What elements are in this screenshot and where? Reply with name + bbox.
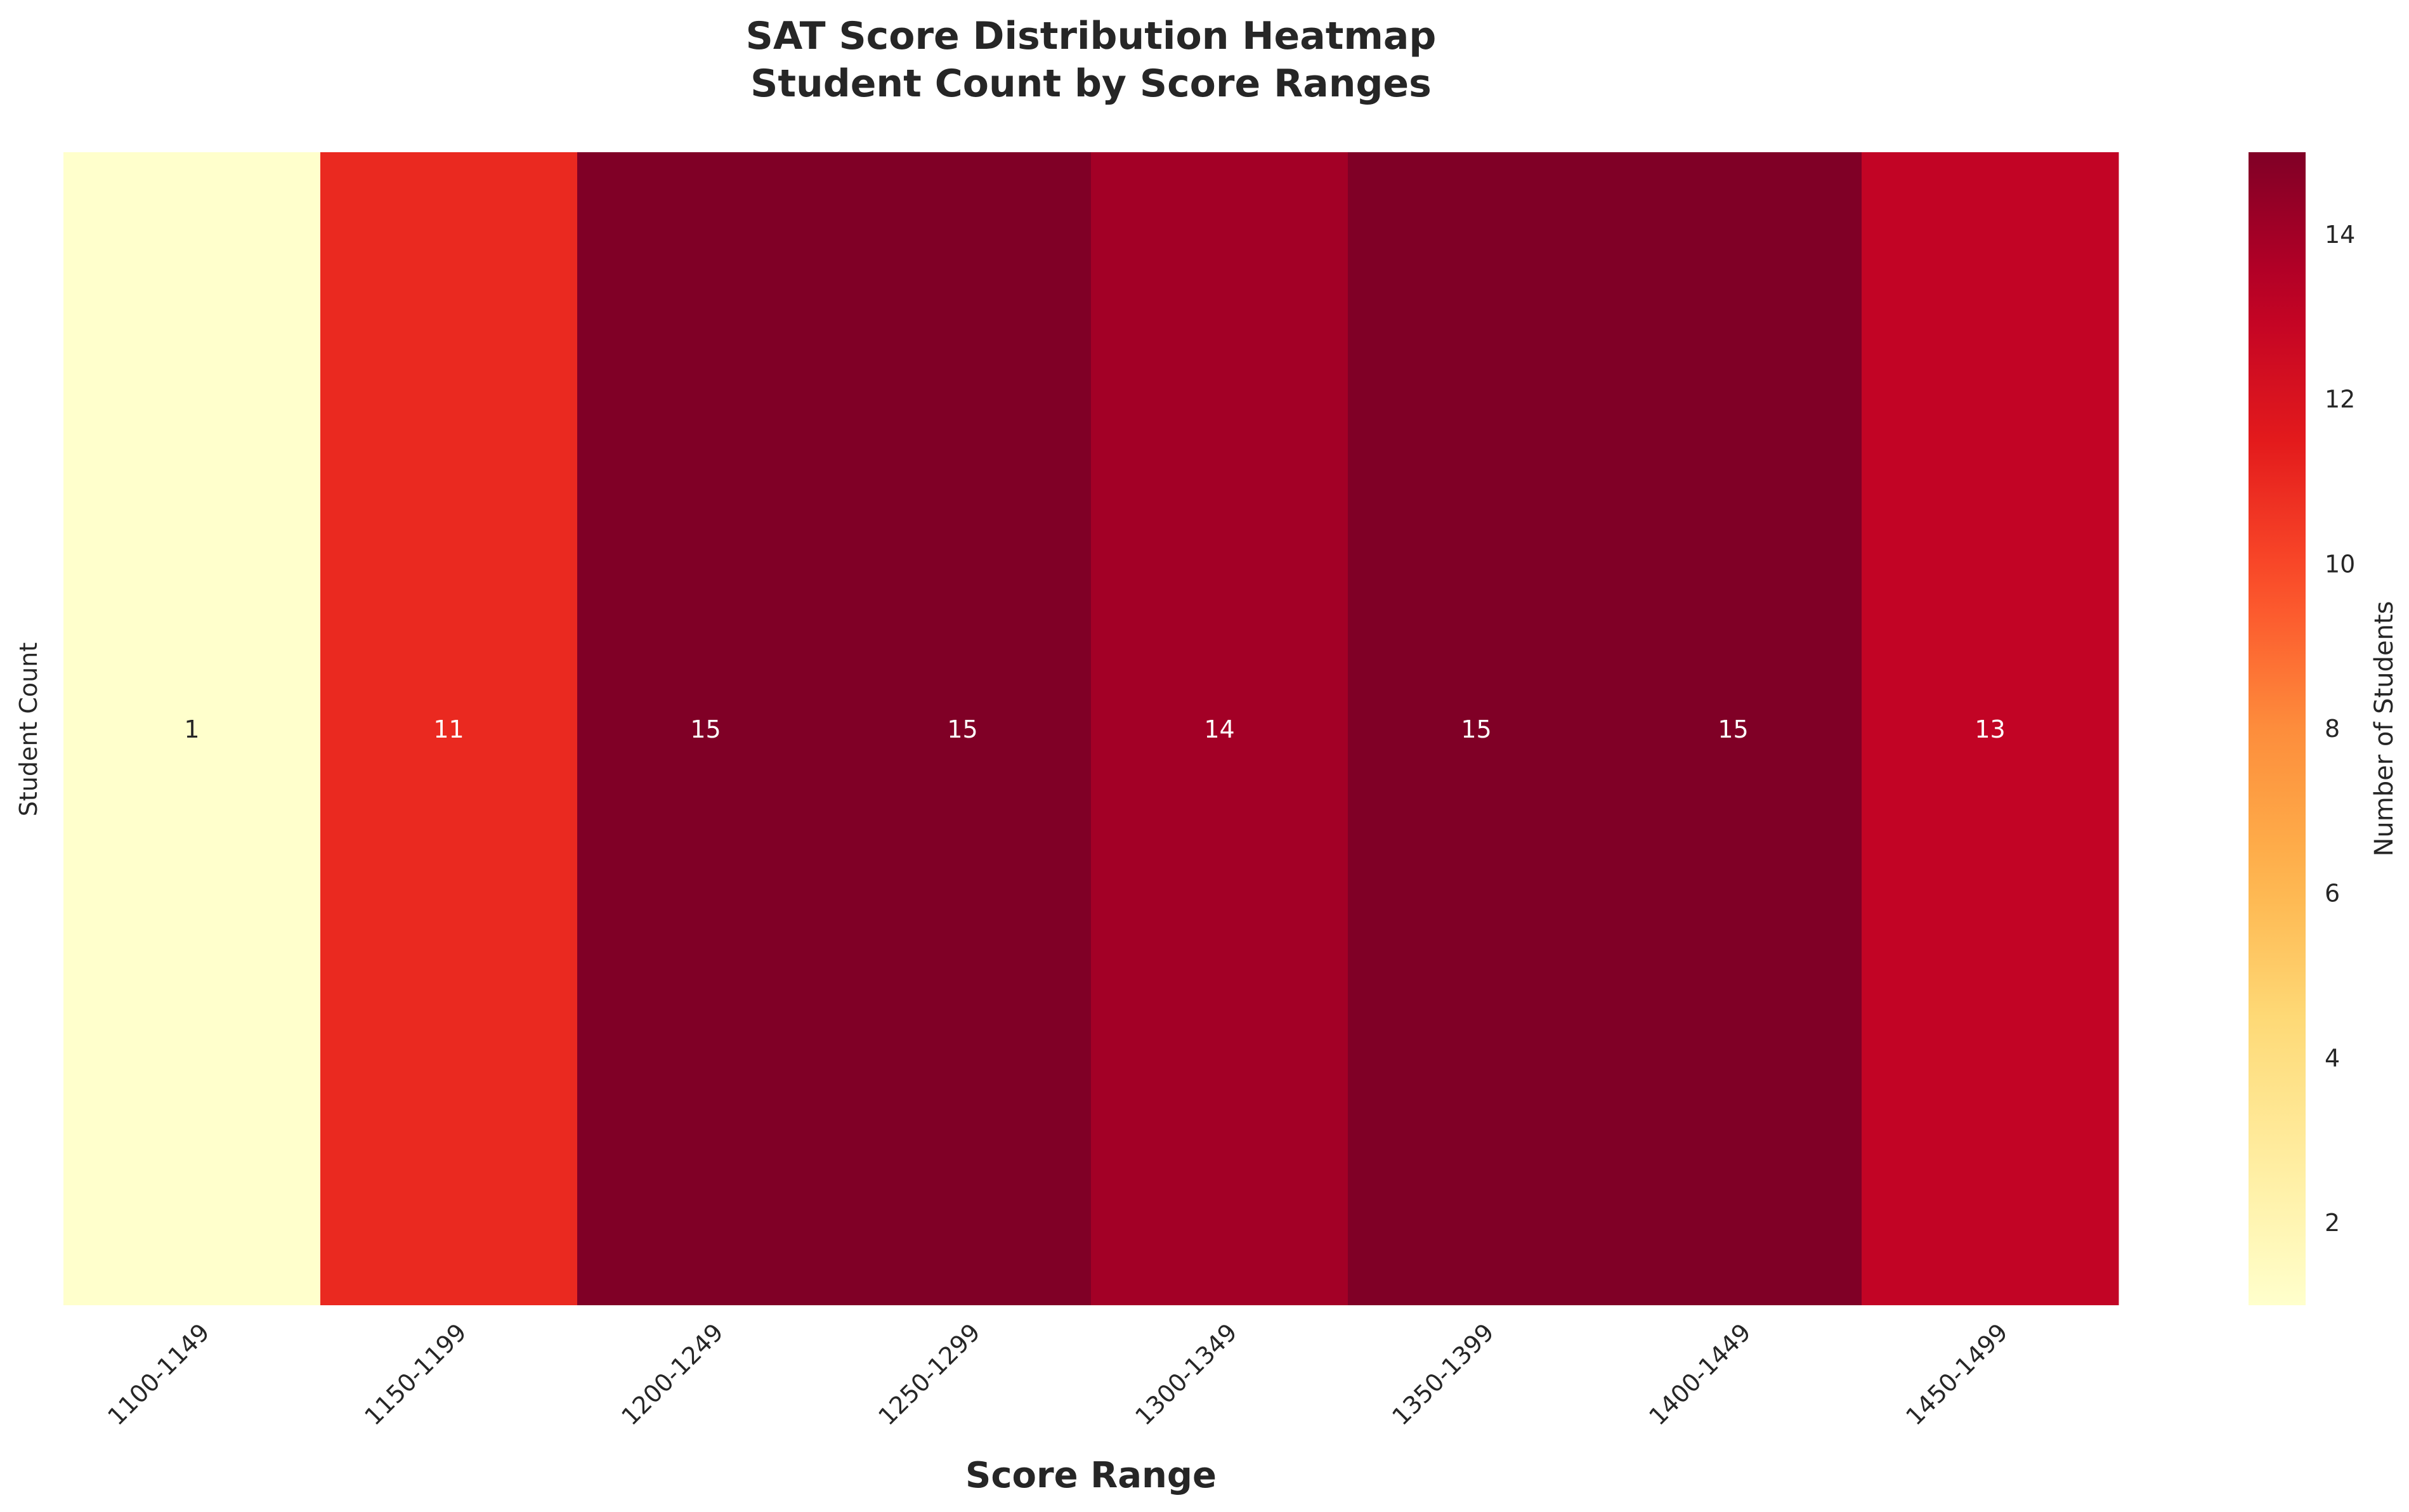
cell-value-label: 11 [433, 715, 464, 743]
heatmap-cell [1348, 152, 1605, 1305]
x-tick-label: 1450-1499 [1900, 1318, 2013, 1431]
cell-value-label: 15 [1461, 715, 1491, 743]
cell-value-label: 15 [1718, 715, 1748, 743]
cell-value-label: 15 [690, 715, 721, 743]
cell-value-label: 1 [184, 715, 199, 743]
colorbar-tick-label: 12 [2325, 386, 2355, 414]
heatmap-cell [1091, 152, 1348, 1305]
x-tick-label: 1100-1149 [102, 1318, 215, 1431]
x-tick-label: 1350-1399 [1387, 1318, 1499, 1431]
colorbar-ticks: 2 4 6 8 10 12 14 [2325, 221, 2355, 1237]
colorbar-tick-label: 6 [2325, 880, 2340, 908]
heatmap-cells [63, 152, 2119, 1305]
heatmap-cell [834, 152, 1092, 1305]
heatmap-cell [1605, 152, 1862, 1305]
x-axis-label: Score Range [965, 1455, 1217, 1496]
x-tick-label: 1250-1299 [873, 1318, 986, 1431]
cell-value-label: 14 [1204, 715, 1234, 743]
chart-title-line-2: Student Count by Score Ranges [750, 62, 1432, 106]
colorbar-tick-label: 10 [2325, 550, 2355, 578]
colorbar-label: Number of Students [2370, 601, 2399, 857]
colorbar-tick-label: 2 [2325, 1209, 2340, 1237]
colorbar [2249, 152, 2306, 1305]
x-tick-label: 1400-1449 [1643, 1318, 1756, 1431]
colorbar-tick-label: 4 [2325, 1044, 2340, 1072]
x-tick-label: 1300-1349 [1130, 1318, 1243, 1431]
x-tick-label: 1200-1249 [616, 1318, 729, 1431]
heatmap-cell [320, 152, 578, 1305]
heatmap-cell [63, 152, 321, 1305]
cell-value-label: 15 [947, 715, 977, 743]
heatmap-cell [1862, 152, 2119, 1305]
heatmap-cell [577, 152, 835, 1305]
cell-value-label: 13 [1975, 715, 2005, 743]
colorbar-tick-label: 14 [2325, 221, 2355, 249]
heatmap-cell-labels: 1 11 15 15 14 15 15 13 [184, 715, 2005, 743]
y-axis-label: Student Count [15, 642, 42, 817]
x-axis-ticks: 1100-1149 1150-1199 1200-1249 1250-1299 1300… [102, 1318, 2013, 1431]
colorbar-tick-label: 8 [2325, 715, 2340, 743]
chart-title-line-1: SAT Score Distribution Heatmap [746, 14, 1437, 58]
x-tick-label: 1150-1199 [359, 1318, 472, 1431]
